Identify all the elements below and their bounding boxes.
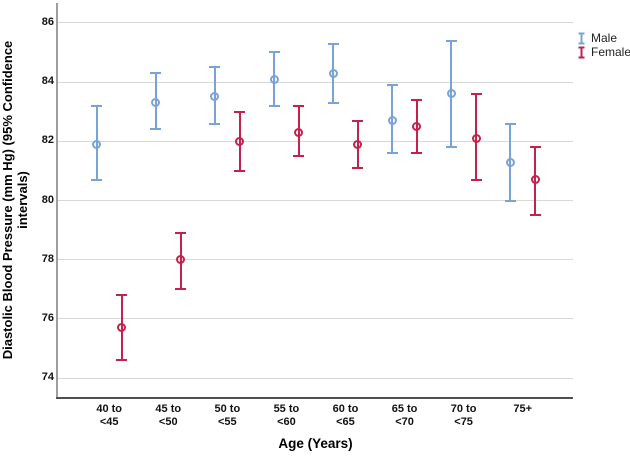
y-tick-label: 86	[41, 15, 54, 28]
male-mean-marker	[328, 68, 338, 78]
male-errorbar-cap-top	[268, 51, 280, 54]
y-gridline	[58, 377, 573, 379]
female-mean-marker	[294, 127, 304, 137]
y-tick-label: 74	[41, 371, 54, 384]
male-errorbar-cap-top	[91, 104, 103, 107]
x-category-label: 50 to <55	[214, 403, 241, 428]
legend-label-male: Male	[591, 31, 618, 45]
female-errorbar-cap-bottom	[470, 178, 482, 181]
female-errorbar-cap-bottom	[352, 166, 364, 169]
female-errorbar-icon	[577, 46, 586, 59]
male-errorbar-cap-top	[209, 66, 221, 69]
x-category-label: 75+	[513, 403, 533, 415]
female-errorbar-cap-top	[352, 119, 364, 122]
male-errorbar-cap-top	[445, 39, 457, 42]
legend-label-female: Female	[591, 45, 630, 59]
female-errorbar-cap-top	[116, 294, 128, 297]
y-gridline	[58, 22, 573, 24]
y-axis-line	[56, 3, 58, 398]
male-mean-marker	[446, 89, 456, 99]
male-errorbar-cap-bottom	[91, 178, 103, 181]
male-errorbar-cap-bottom	[209, 122, 221, 125]
female-errorbar-cap-bottom	[411, 152, 423, 155]
y-gridline	[58, 318, 573, 320]
x-axis-line	[56, 397, 573, 399]
legend-item-female: Female	[577, 45, 630, 59]
y-gridline	[58, 140, 573, 142]
male-errorbar-icon	[577, 32, 586, 45]
male-mean-marker	[92, 139, 102, 149]
y-tick-label: 82	[41, 134, 54, 147]
female-errorbar-cap-bottom	[529, 214, 541, 217]
x-category-label: 70 to <75	[450, 403, 477, 428]
female-errorbar-cap-top	[411, 98, 423, 101]
male-errorbar-cap-bottom	[327, 101, 339, 104]
female-mean-marker	[235, 136, 245, 146]
male-errorbar-cap-top	[150, 72, 162, 75]
female-mean-marker	[176, 255, 186, 265]
male-errorbar-cap-top	[386, 84, 398, 87]
female-errorbar-cap-bottom	[116, 359, 128, 362]
x-category-label: 40 to <45	[96, 403, 123, 428]
male-errorbar-cap-bottom	[445, 146, 457, 149]
x-axis-title: Age (Years)	[278, 436, 353, 451]
male-mean-marker	[505, 157, 515, 167]
male-mean-marker	[387, 116, 397, 126]
y-gridline	[58, 200, 573, 201]
y-gridline	[58, 259, 573, 261]
male-mean-marker	[210, 92, 220, 102]
female-mean-marker	[471, 133, 481, 143]
x-category-label: 45 to <50	[155, 403, 182, 428]
male-mean-marker	[269, 74, 279, 84]
y-axis-title-line1: Diastolic Blood Pressure (mm Hg) (95% Co…	[0, 40, 15, 360]
legend-item-male: Male	[577, 31, 630, 45]
female-mean-marker	[412, 121, 422, 131]
female-errorbar-cap-top	[175, 232, 187, 235]
x-category-label: 65 to <70	[391, 403, 418, 428]
legend: Male Female	[577, 31, 630, 59]
female-mean-marker	[530, 175, 540, 185]
female-mean-marker	[353, 139, 363, 149]
female-mean-marker	[117, 323, 127, 333]
male-errorbar-cap-top	[327, 42, 339, 45]
male-mean-marker	[151, 98, 161, 108]
male-errorbar-cap-bottom	[150, 128, 162, 131]
female-errorbar-cap-top	[529, 146, 541, 149]
male-errorbar-cap-bottom	[504, 199, 516, 202]
male-errorbar-cap-bottom	[268, 104, 280, 107]
x-category-label: 60 to <65	[332, 403, 359, 428]
female-errorbar-cap-bottom	[293, 155, 305, 158]
x-category-label: 55 to <60	[273, 403, 300, 428]
y-tick-label: 84	[41, 75, 54, 88]
female-errorbar-cap-top	[234, 110, 246, 113]
y-gridline	[58, 81, 573, 83]
female-errorbar-cap-top	[470, 92, 482, 95]
y-tick-label: 78	[41, 252, 54, 265]
female-errorbar-cap-top	[293, 104, 305, 107]
male-errorbar-cap-bottom	[386, 152, 398, 155]
y-tick-label: 80	[41, 193, 54, 206]
male-errorbar-cap-top	[504, 122, 516, 125]
female-errorbar-cap-bottom	[234, 169, 246, 172]
y-tick-label: 76	[41, 311, 54, 324]
female-errorbar-cap-bottom	[175, 288, 187, 291]
